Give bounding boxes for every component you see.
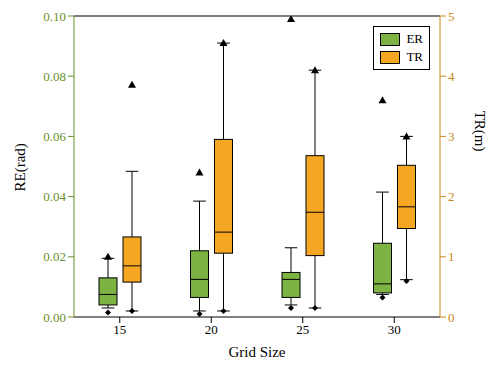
- svg-text:TR(m): TR(m): [471, 111, 488, 152]
- svg-text:0.04: 0.04: [43, 189, 66, 204]
- svg-text:4: 4: [448, 69, 455, 84]
- svg-text:30: 30: [388, 322, 401, 337]
- svg-text:0.06: 0.06: [43, 129, 66, 144]
- svg-text:25: 25: [296, 322, 309, 337]
- svg-text:0.10: 0.10: [43, 9, 66, 24]
- html-text:TR: TR: [406, 49, 423, 64]
- html-text:ER: ER: [406, 31, 423, 46]
- svg-text:0.00: 0.00: [43, 310, 66, 325]
- svg-text:15: 15: [113, 322, 126, 337]
- svg-text:Grid Size: Grid Size: [228, 344, 285, 360]
- svg-text:0.02: 0.02: [43, 249, 66, 264]
- svg-text:RE(rad): RE(rad): [12, 143, 29, 191]
- svg-text:2: 2: [448, 189, 455, 204]
- svg-text:1: 1: [448, 249, 455, 264]
- svg-text:20: 20: [205, 322, 218, 337]
- svg-text:5: 5: [448, 9, 455, 24]
- svg-text:0.08: 0.08: [43, 69, 66, 84]
- svg-text:0: 0: [448, 310, 455, 325]
- svg-text:3: 3: [448, 129, 455, 144]
